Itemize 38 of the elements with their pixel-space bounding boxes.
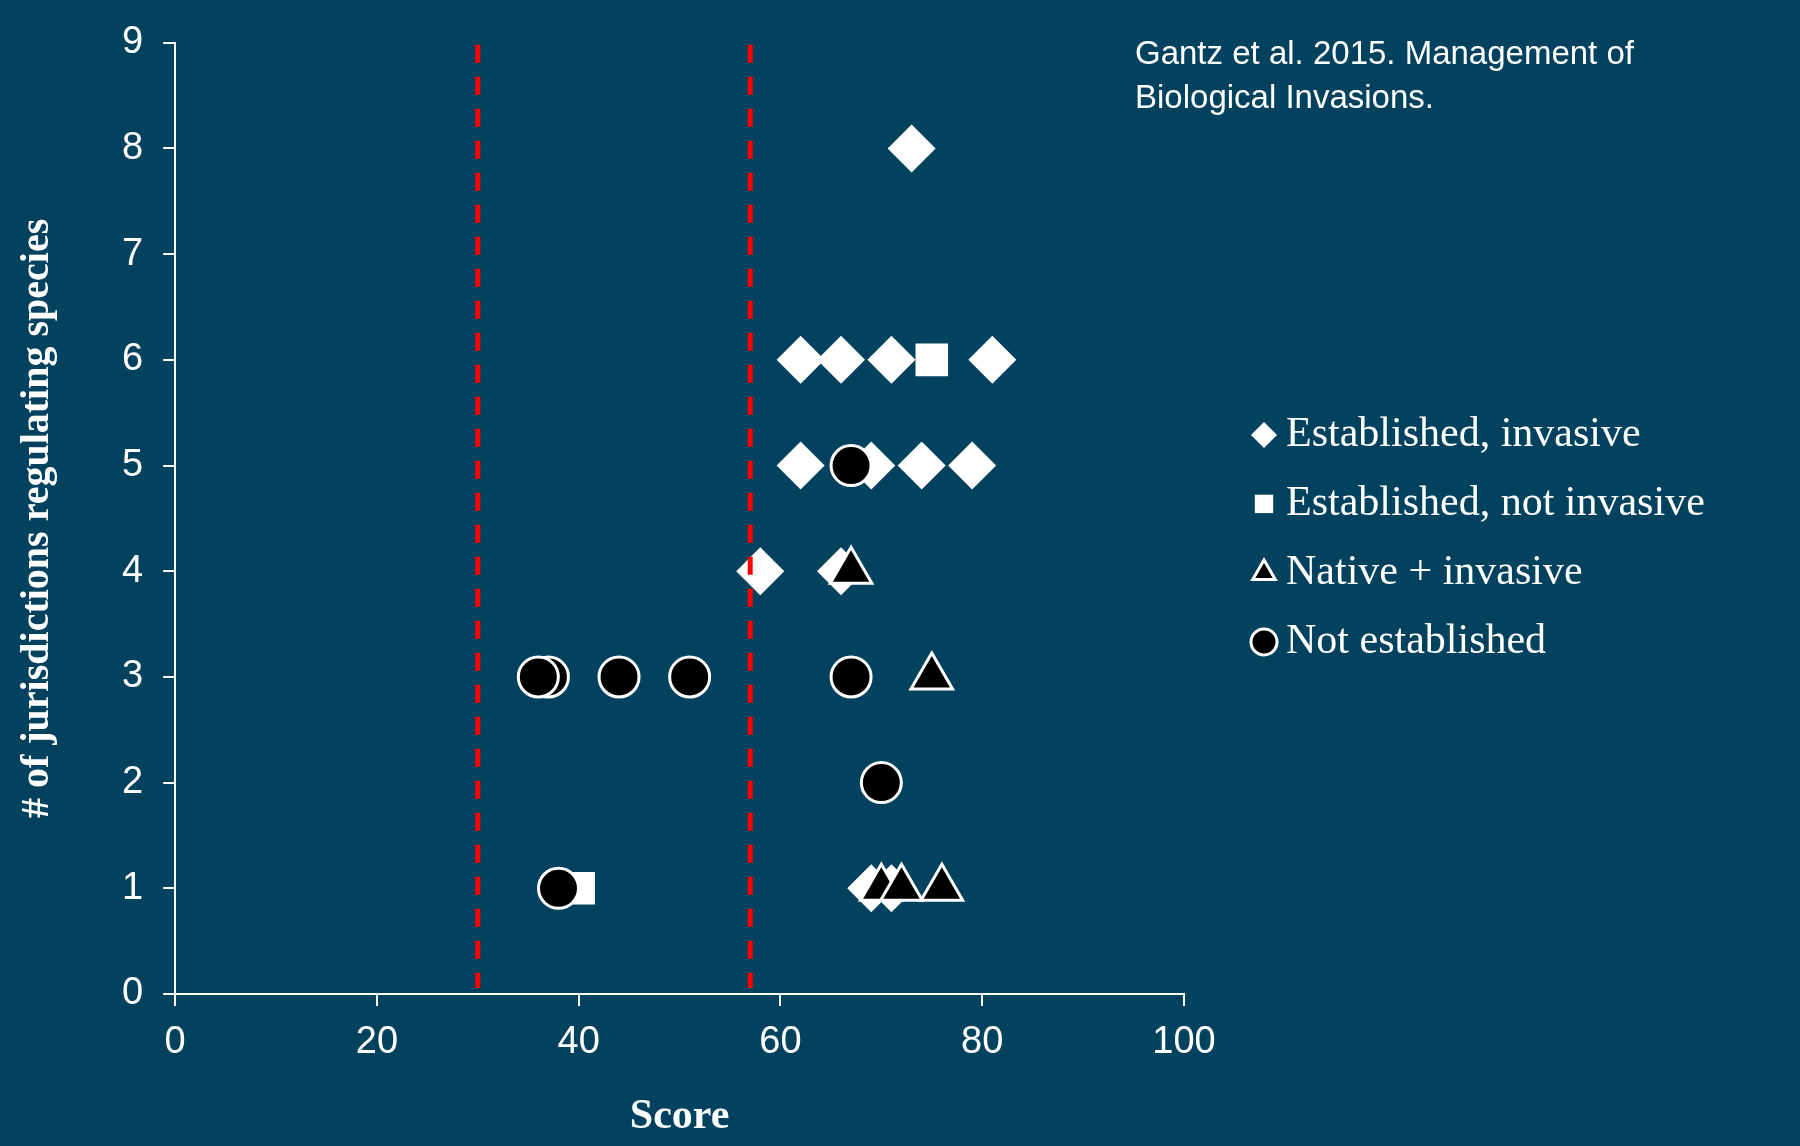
legend-label: Native + invasive [1286,546,1583,593]
x-tick-label: 100 [1152,1019,1216,1062]
point [948,441,997,490]
point [968,335,1017,384]
legend-label: Established, not invasive [1286,477,1705,524]
x-tick-label: 80 [961,1019,1004,1062]
x-tick-label: 0 [164,1019,186,1062]
point [915,343,949,377]
y-tick-label: 6 [121,336,144,379]
y-tick-label: 0 [121,970,144,1013]
point [668,655,712,699]
point [516,655,560,699]
x-tick-label: 40 [557,1019,600,1062]
point [736,547,785,596]
annotation: Gantz et al. 2015. Management of Biological Invasions. [1135,33,1635,115]
point [597,655,641,699]
point [859,761,903,805]
point [829,655,873,699]
y-tick-label: 3 [121,653,144,696]
legend-label: Not established [1286,615,1547,662]
x-tick-label: 60 [759,1019,802,1062]
y-tick-label: 9 [121,19,144,62]
point [887,124,936,173]
legend-label: Established, invasive [1286,408,1641,455]
y-tick-label: 2 [121,759,144,802]
y-tick-label: 7 [121,230,144,273]
x-axis-title: Score [629,1090,730,1137]
point [897,441,946,490]
x-tick-label: 20 [355,1019,399,1062]
y-tick-label: 1 [121,864,144,907]
y-tick-label: 8 [121,124,144,167]
y-axis-title: # of jurisdictions regulating species [12,218,58,819]
y-tick-label: 4 [121,547,144,590]
point [537,866,580,910]
point [829,444,873,488]
y-tick-label: 5 [121,442,144,485]
point [867,335,916,384]
point [776,441,825,490]
